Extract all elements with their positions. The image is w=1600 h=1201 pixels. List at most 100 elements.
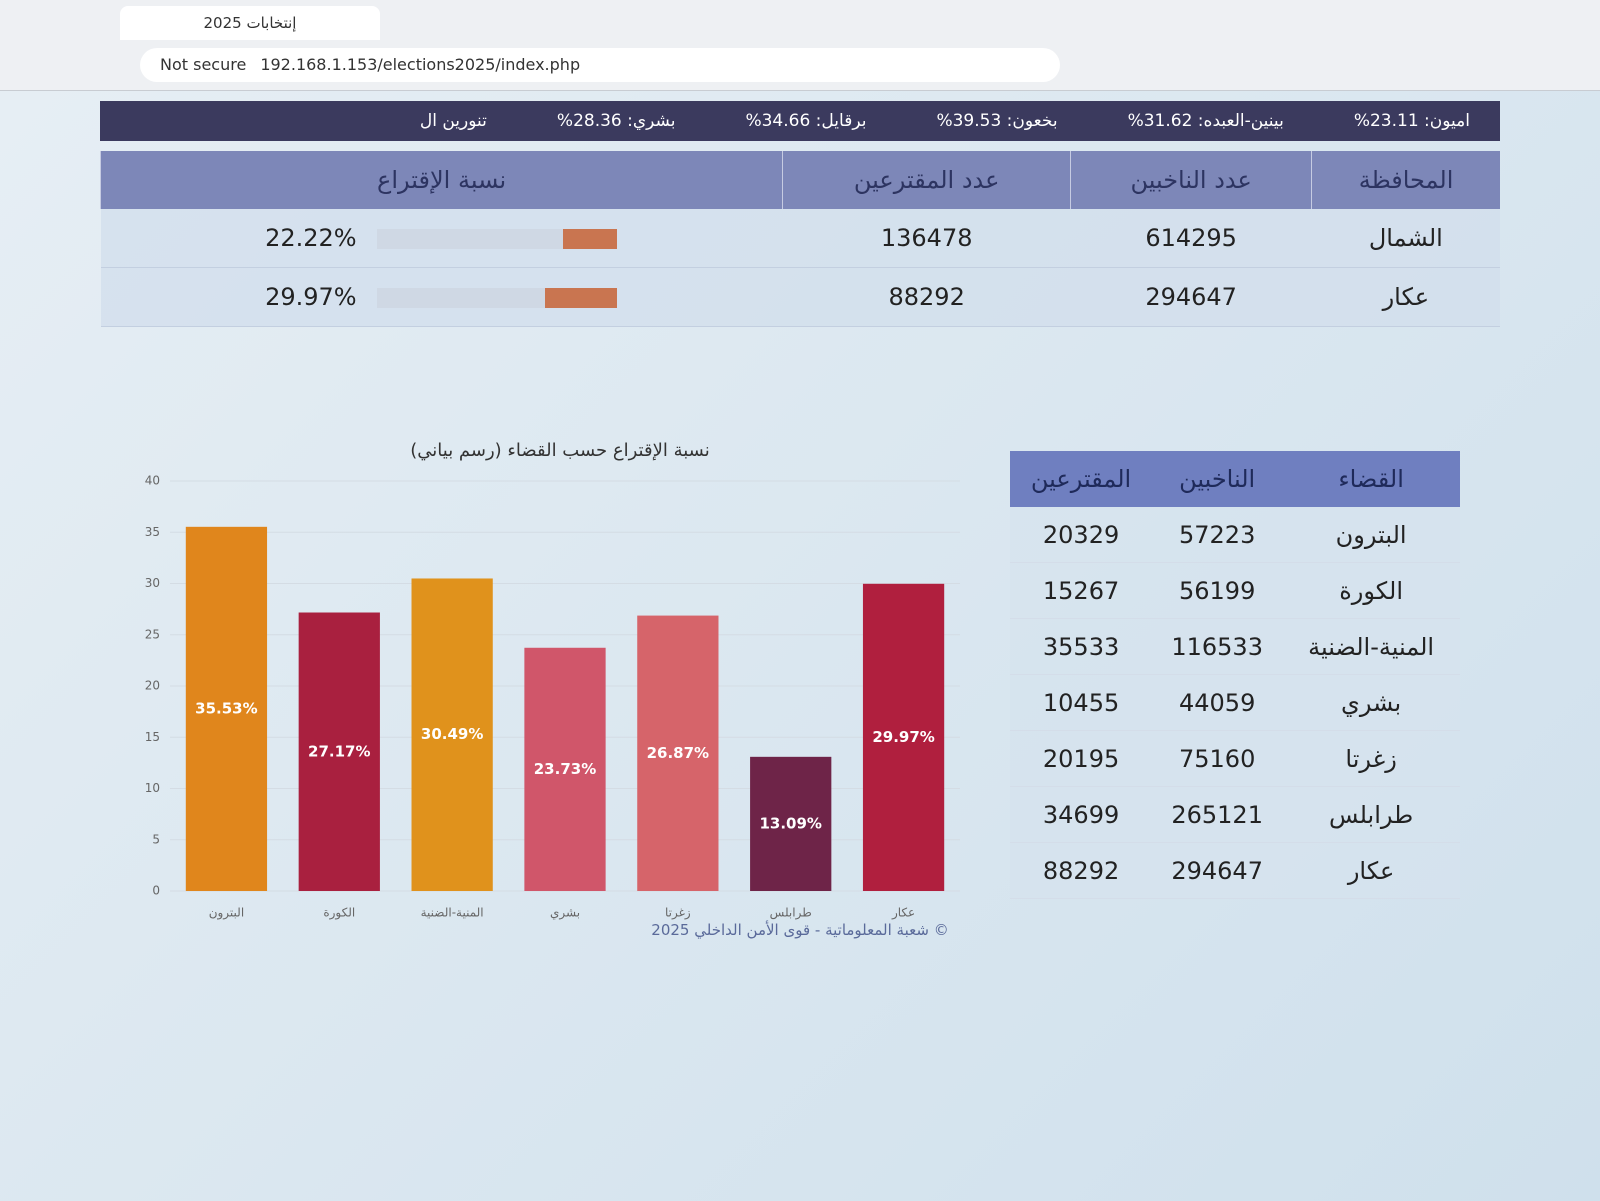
cell: 44059	[1152, 674, 1283, 731]
cell: 136478	[782, 209, 1071, 268]
url: 192.168.1.153/elections2025/index.php	[260, 55, 581, 74]
y-tick-label: 0	[152, 884, 160, 898]
cell: 34699	[1010, 786, 1153, 843]
cell: 56199	[1152, 562, 1283, 619]
table-row: الكورة 56199 15267	[1010, 562, 1460, 619]
x-tick-label: طرابلس	[770, 906, 812, 921]
value-label: 27.17%	[308, 742, 370, 760]
ticker: اميون: 23.11% بينين-العبده: 31.62% بخعون: …	[100, 101, 1500, 141]
cell: البترون	[1282, 507, 1460, 563]
cell: الكورة	[1282, 562, 1460, 619]
table-row: المنية-الضنية 116533 35533	[1010, 618, 1460, 675]
value-label: 29.97%	[872, 728, 934, 746]
turnout-cell: 29.97%	[100, 267, 783, 327]
ticker-item: بينين-العبده: 31.62%	[1127, 111, 1284, 131]
cell: 294647	[1070, 267, 1312, 327]
cell: المنية-الضنية	[1282, 618, 1460, 675]
cell: عكار	[1311, 267, 1500, 327]
cell: 35533	[1010, 618, 1153, 675]
y-tick-label: 40	[145, 474, 160, 488]
table-row: بشري 44059 10455	[1010, 674, 1460, 731]
x-tick-label: الكورة	[323, 906, 355, 921]
y-tick-label: 30	[145, 576, 160, 590]
cell: 88292	[1010, 842, 1153, 899]
column-header: المحافظة	[1311, 151, 1500, 209]
value-label: 26.87%	[647, 744, 709, 762]
column-header: القضاء	[1282, 451, 1460, 507]
turnout-bar	[544, 288, 617, 308]
turnout-label: 29.97%	[265, 283, 357, 311]
ticker-item: بشري: 28.36%	[556, 111, 676, 131]
x-tick-label: عكار	[891, 906, 915, 921]
header-row: القضاء الناخبين المقترعين	[1010, 451, 1460, 507]
cell: 116533	[1152, 618, 1283, 675]
column-header: الناخبين	[1152, 451, 1283, 507]
cell: 20329	[1010, 507, 1153, 563]
cell: 614295	[1070, 209, 1312, 268]
y-tick-label: 5	[152, 832, 160, 846]
security-label: Not secure	[160, 55, 247, 74]
cell: 294647	[1152, 842, 1283, 899]
x-tick-label: بشري	[550, 906, 580, 921]
column-header: المقترعين	[1010, 451, 1153, 507]
cell: بشري	[1282, 674, 1460, 731]
value-label: 13.09%	[759, 814, 821, 832]
turnout-track	[376, 288, 617, 308]
header-row: المحافظة عدد الناخبين عدد المقترعين نسبة ال…	[99, 151, 1500, 209]
ticker-item: بخعون: 39.53%	[936, 111, 1058, 131]
table-row: زغرتا 75160 20195	[1010, 730, 1460, 787]
ticker-item: برقايل: 34.66%	[745, 111, 867, 131]
ticker-item: اميون: 23.11%	[1353, 111, 1470, 131]
content: اميون: 23.11% بينين-العبده: 31.62% بخعون: …	[0, 91, 1600, 1201]
cell: 88292	[782, 267, 1071, 327]
bar	[298, 612, 380, 891]
browser-chrome: إنتخابات 2025 Not secure 192.168.1.153/el…	[0, 0, 1600, 91]
value-label: 23.73%	[534, 760, 596, 778]
cell: 15267	[1010, 562, 1153, 619]
column-header: نسبة الإقتراع	[99, 151, 783, 209]
turnout-bar	[563, 229, 617, 249]
y-tick-label: 35	[145, 525, 160, 539]
cell: 75160	[1152, 730, 1283, 787]
table-row: عكار 294647 88292 29.97%	[100, 267, 1500, 327]
cell: الشمال	[1311, 209, 1500, 268]
bar	[637, 615, 719, 891]
table-row: طرابلس 265121 34699	[1010, 786, 1460, 843]
chart-title: نسبة الإقتراع حسب القضاء (رسم بياني)	[410, 440, 709, 461]
cell: 20195	[1010, 730, 1153, 787]
district-table: القضاء الناخبين المقترعين البترون 57223 20329…	[1010, 451, 1460, 899]
turnout-cell: 22.22%	[100, 209, 783, 268]
cell: طرابلس	[1282, 786, 1460, 843]
x-tick-label: زغرتا	[665, 906, 691, 921]
province-table: المحافظة عدد الناخبين عدد المقترعين نسبة ال…	[99, 151, 1500, 327]
table-row: البترون 57223 20329	[1010, 507, 1460, 563]
column-header: عدد الناخبين	[1070, 151, 1312, 209]
bar	[862, 583, 945, 891]
footer: © شعبة المعلوماتية - قوى الأمن الداخلي 2…	[651, 921, 949, 939]
y-tick-label: 25	[145, 627, 160, 641]
value-label: 30.49%	[421, 725, 483, 743]
cell: عكار	[1282, 842, 1460, 899]
bar	[524, 647, 606, 891]
cell: 57223	[1152, 507, 1283, 563]
y-tick-label: 15	[145, 730, 160, 744]
x-tick-label: البترون	[209, 906, 244, 921]
y-tick-label: 20	[145, 679, 160, 693]
ticker-item: تنورين ال	[419, 111, 487, 131]
address-bar[interactable]: Not secure 192.168.1.153/elections2025/in…	[140, 48, 1060, 82]
x-tick-label: المنية-الضنية	[421, 906, 484, 920]
table-row: الشمال 614295 136478 22.22%	[100, 209, 1500, 268]
turnout-label: 22.22%	[265, 224, 357, 252]
cell: زغرتا	[1282, 730, 1460, 787]
column-header: عدد المقترعين	[782, 151, 1071, 209]
cell: 265121	[1152, 786, 1283, 843]
table-row: عكار 294647 88292	[1010, 842, 1460, 899]
turnout-track	[376, 229, 617, 249]
bar	[750, 756, 832, 891]
cell: 10455	[1010, 674, 1153, 731]
value-label: 35.53%	[195, 699, 257, 717]
y-tick-label: 10	[145, 781, 160, 795]
bar	[411, 578, 493, 891]
browser-tab[interactable]: إنتخابات 2025	[120, 6, 380, 40]
